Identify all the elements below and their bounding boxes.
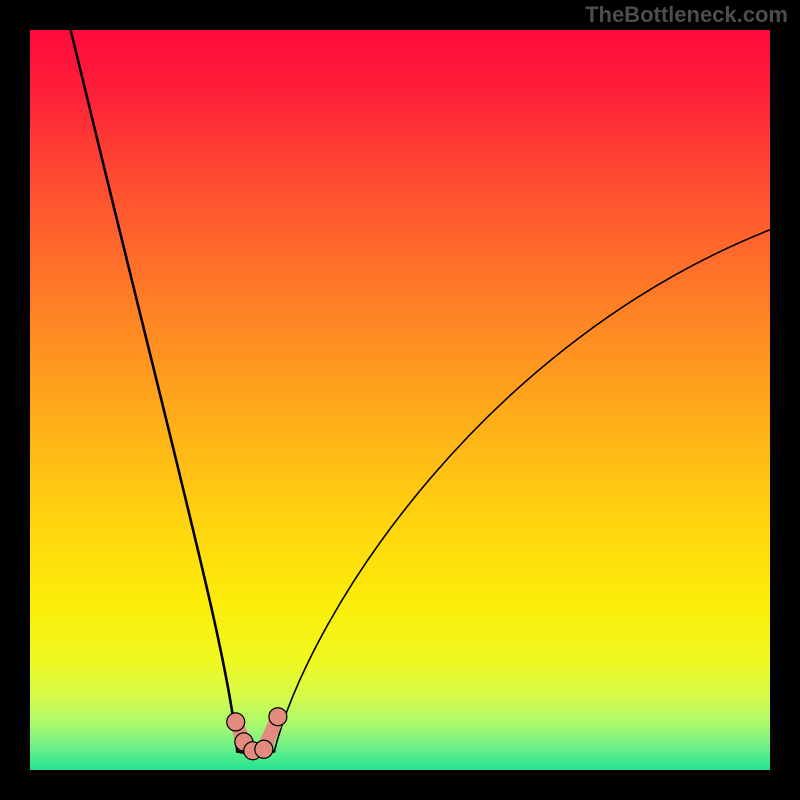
marker-dot <box>255 740 273 758</box>
chart-svg <box>30 30 770 770</box>
plot-area <box>30 30 770 770</box>
gradient-background <box>30 30 770 770</box>
marker-dot <box>227 713 245 731</box>
watermark-text: TheBottleneck.com <box>585 2 788 28</box>
marker-dot <box>269 708 287 726</box>
chart-container: TheBottleneck.com <box>0 0 800 800</box>
